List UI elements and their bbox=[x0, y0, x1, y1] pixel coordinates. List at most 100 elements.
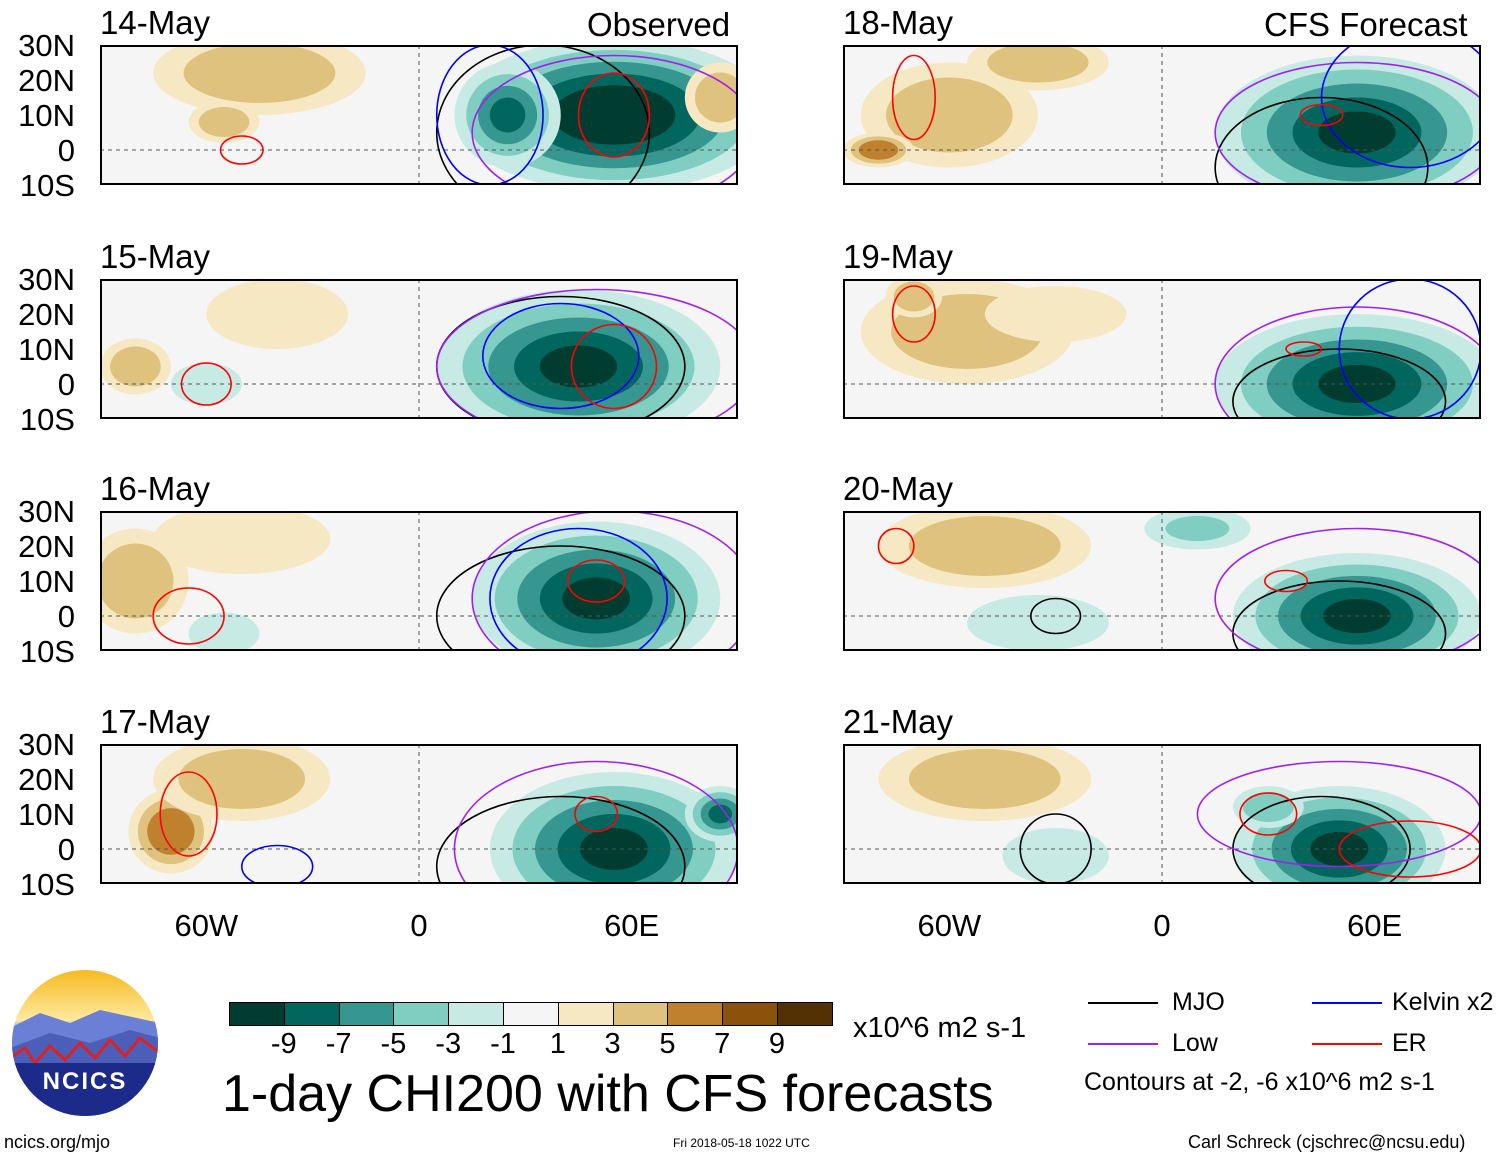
anomaly-shading bbox=[708, 804, 733, 824]
low-contour bbox=[1214, 306, 1481, 419]
anomaly-shading bbox=[1165, 515, 1230, 542]
colorbar-tick-label: 5 bbox=[659, 1028, 676, 1060]
map-panel bbox=[843, 45, 1481, 185]
legend-er-line bbox=[1312, 1043, 1382, 1045]
legend-kelvin: Kelvin x2 bbox=[1392, 988, 1494, 1016]
anomaly-shading bbox=[577, 97, 651, 133]
panel-date: 19-May bbox=[843, 238, 954, 275]
anomaly-shading bbox=[901, 287, 927, 306]
lon-tick-label: 0 bbox=[410, 908, 428, 943]
author-credit: Carl Schreck (cjschrec@ncsu.edu) bbox=[1188, 1132, 1466, 1152]
colorbar-tick-label: 1 bbox=[549, 1028, 566, 1060]
map-panel bbox=[100, 279, 738, 419]
colorbar-swatch bbox=[230, 1003, 285, 1025]
low-contour bbox=[453, 760, 738, 884]
colorbar-swatch bbox=[503, 1003, 559, 1025]
map-panel bbox=[843, 511, 1481, 651]
panel-date: 20-May bbox=[843, 470, 954, 507]
anomaly-shading bbox=[112, 558, 159, 604]
low-contour bbox=[471, 54, 738, 185]
er-contour bbox=[570, 323, 658, 410]
lon-tick-label: 60E bbox=[604, 908, 660, 943]
colorbar bbox=[229, 1002, 833, 1026]
map-panel bbox=[843, 279, 1481, 419]
mjo-contour bbox=[1232, 580, 1447, 651]
lat-tick-label: 0 bbox=[57, 367, 75, 402]
lat-tick-label: 10S bbox=[19, 867, 75, 902]
lon-tick-label: 60W bbox=[917, 908, 982, 943]
legend-mjo: MJO bbox=[1172, 988, 1225, 1016]
lat-tick-label: 10S bbox=[19, 402, 75, 437]
lat-tick-label: 20N bbox=[18, 762, 75, 797]
lat-tick-label: 10N bbox=[18, 332, 75, 367]
low-contour bbox=[1214, 61, 1481, 185]
lat-tick-label: 0 bbox=[57, 599, 75, 634]
lat-tick-label: 10N bbox=[18, 98, 75, 133]
colorbar-tick-label: 7 bbox=[714, 1028, 731, 1060]
colorbar-swatch bbox=[284, 1003, 340, 1025]
panel-date: 15-May bbox=[100, 238, 211, 275]
anomaly-shading bbox=[203, 761, 280, 797]
lat-tick-label: 30N bbox=[18, 28, 75, 63]
lat-tick-label: 0 bbox=[57, 133, 75, 168]
units-label: x10^6 m2 s-1 bbox=[853, 1012, 1027, 1044]
er-contour bbox=[574, 795, 619, 833]
lat-tick-label: 10N bbox=[18, 564, 75, 599]
anomaly-shading bbox=[1013, 297, 1099, 331]
er-contour bbox=[159, 771, 218, 857]
colorbar-swatch bbox=[339, 1003, 395, 1025]
anomaly-shading bbox=[911, 92, 988, 138]
anomaly-shading bbox=[489, 97, 526, 133]
panel-date: 17-May bbox=[100, 703, 211, 740]
anomaly-shading bbox=[1007, 50, 1069, 75]
er-contour bbox=[577, 72, 651, 158]
panel-date: 14-May bbox=[100, 4, 211, 41]
kelvin-contour bbox=[240, 844, 314, 884]
anomaly-shading bbox=[234, 293, 320, 335]
mjo-contour bbox=[435, 545, 686, 651]
url-label[interactable]: ncics.org/mjo bbox=[4, 1132, 111, 1152]
er-contour bbox=[1239, 792, 1298, 836]
map-panel bbox=[100, 45, 738, 185]
legend-er: ER bbox=[1392, 1029, 1427, 1057]
colorbar-swatch bbox=[723, 1003, 778, 1025]
mjo-contour bbox=[435, 45, 651, 185]
anomaly-shading bbox=[939, 761, 1031, 797]
map-panel bbox=[100, 744, 738, 884]
timestamp: Fri 2018-05-18 1022 UTC bbox=[673, 1136, 810, 1150]
lon-tick-label: 60W bbox=[174, 908, 239, 943]
kelvin-contour bbox=[481, 302, 640, 410]
figure-title: 1-day CHI200 with CFS forecasts bbox=[222, 1065, 994, 1123]
lat-tick-label: 20N bbox=[18, 63, 75, 98]
colorbar-swatch bbox=[558, 1003, 614, 1025]
er-contour bbox=[891, 54, 936, 141]
lat-tick-label: 20N bbox=[18, 529, 75, 564]
anomaly-shading bbox=[705, 82, 736, 113]
anomaly-shading bbox=[156, 817, 186, 846]
panel-date: 18-May bbox=[843, 4, 954, 41]
colorbar-tick-label: -7 bbox=[325, 1028, 352, 1060]
colorbar-tick-label: -1 bbox=[490, 1028, 516, 1060]
er-contour bbox=[1263, 569, 1309, 593]
colorbar-tick-label: 9 bbox=[768, 1028, 786, 1060]
kelvin-contour bbox=[1320, 45, 1481, 169]
er-contour bbox=[567, 559, 626, 603]
lat-tick-label: 20N bbox=[18, 297, 75, 332]
legend-kelvin-line bbox=[1312, 1002, 1382, 1004]
colorbar-swatch bbox=[613, 1003, 669, 1025]
anomaly-shading bbox=[539, 345, 618, 388]
kelvin-contour bbox=[435, 45, 544, 185]
panel-date: 16-May bbox=[100, 470, 211, 507]
anomaly-shading bbox=[967, 595, 1109, 651]
lon-tick-label: 0 bbox=[1153, 908, 1171, 943]
legend-low-line bbox=[1088, 1043, 1158, 1045]
legend-mjo-line bbox=[1088, 1002, 1158, 1004]
low-contour bbox=[1196, 760, 1481, 868]
map-panel bbox=[843, 744, 1481, 884]
er-contour bbox=[219, 135, 264, 165]
colorbar-swatch bbox=[394, 1003, 450, 1025]
lat-tick-label: 10N bbox=[18, 797, 75, 832]
anomaly-shading bbox=[1002, 828, 1109, 884]
lon-tick-label: 60E bbox=[1347, 908, 1403, 943]
kelvin-contour bbox=[489, 527, 668, 651]
